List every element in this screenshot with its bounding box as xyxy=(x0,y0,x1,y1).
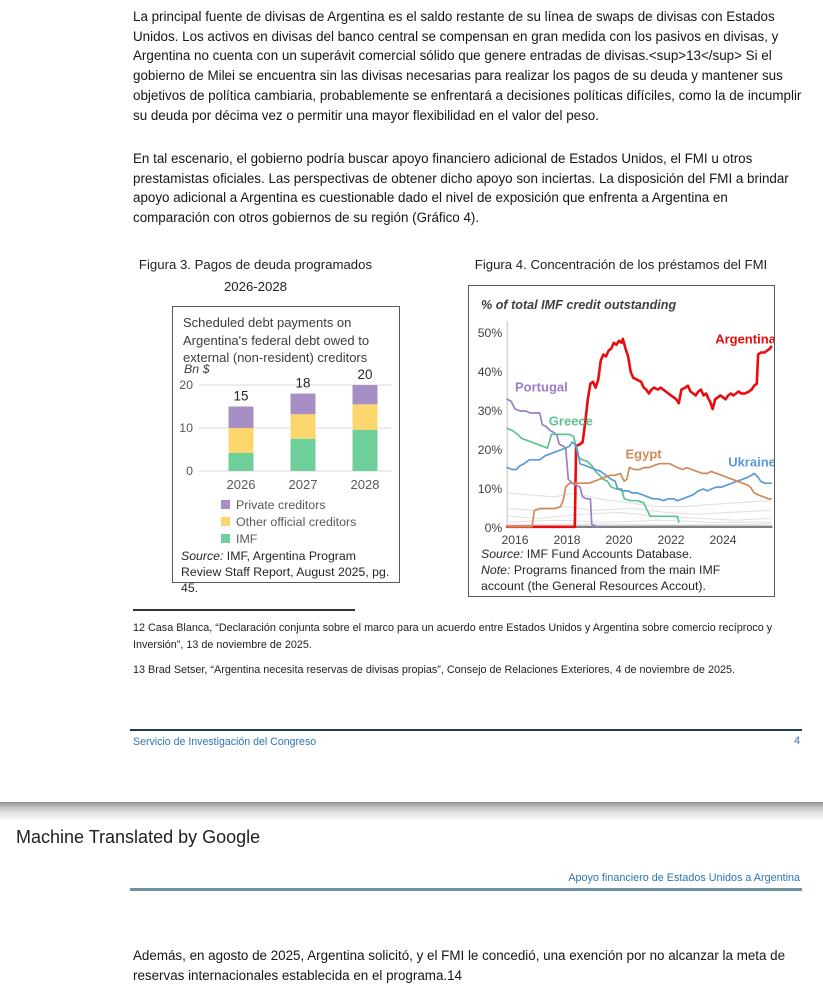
figure4-panel: % of total IMF credit outstanding 0% 10% 2… xyxy=(468,285,775,597)
svg-text:Egypt: Egypt xyxy=(626,447,663,462)
paragraph-main-2: En tal escenario, el gobierno podría bus… xyxy=(133,151,789,226)
figure4-note: Note: Programs financed from the main IM… xyxy=(481,563,766,595)
svg-text:10%: 10% xyxy=(478,482,503,496)
machine-translated-watermark: Machine Translated by Google xyxy=(16,827,261,847)
note-text: Programs financed from the main IMF acco… xyxy=(481,562,721,593)
page2-header-rule xyxy=(130,888,802,891)
svg-text:2022: 2022 xyxy=(657,533,684,547)
legend-label: Other official creditors xyxy=(236,514,357,529)
legend-item: Other official creditors xyxy=(221,513,356,530)
svg-text:0%: 0% xyxy=(485,521,503,535)
figure3-caption-line1: Figura 3. Pagos de deuda programados xyxy=(138,257,373,272)
svg-text:2028: 2028 xyxy=(351,477,380,492)
svg-text:40%: 40% xyxy=(478,365,503,379)
svg-text:0: 0 xyxy=(186,464,193,478)
figure3-panel: Scheduled debt payments on Argentina's f… xyxy=(172,306,400,595)
figure4-source-note: Source: IMF Fund Accounts Database. Note… xyxy=(481,547,766,594)
footer-org-name: Servicio de Investigación del Congreso xyxy=(133,736,317,748)
footnote-12: 12 Casa Blanca, “Declaración conjunta so… xyxy=(133,622,773,651)
svg-text:2024: 2024 xyxy=(709,533,736,547)
paragraph-main-1: La principal fuente de divisas de Argent… xyxy=(133,9,802,123)
paragraph-page2: Además, en agosto de 2025, Argentina sol… xyxy=(133,948,786,983)
figure4-caption: Figura 4. Concentración de los préstamos… xyxy=(474,257,768,272)
figure3-legend: Private creditors Other official creditor… xyxy=(221,496,356,547)
note-label: Note: xyxy=(481,562,511,577)
figure4-source: Source: IMF Fund Accounts Database. xyxy=(481,547,766,563)
svg-text:Ukraine: Ukraine xyxy=(728,454,774,469)
svg-text:15: 15 xyxy=(234,389,249,404)
figure4-inner-title: % of total IMF credit outstanding xyxy=(481,298,677,312)
figure3-caption-line2: 2026-2028 xyxy=(223,279,288,294)
footer-rule xyxy=(130,729,802,731)
source-label: Source: xyxy=(181,549,224,563)
svg-text:20: 20 xyxy=(358,367,373,382)
source-label: Source: xyxy=(481,547,524,561)
legend-item: Private creditors xyxy=(221,496,356,513)
page2-header-title: Apoyo financiero de Estados Unidos a Arg… xyxy=(568,872,800,884)
svg-text:2016: 2016 xyxy=(501,533,528,547)
legend-swatch xyxy=(221,517,230,526)
svg-text:50%: 50% xyxy=(478,326,503,340)
legend-swatch xyxy=(221,500,230,509)
source-text: IMF Fund Accounts Database. xyxy=(523,547,693,561)
figure3-source: Source: IMF, Argentina Program Review St… xyxy=(181,549,393,596)
legend-item: IMF xyxy=(221,530,356,547)
page-break-band xyxy=(0,802,823,819)
legend-label: Private creditors xyxy=(236,497,326,512)
svg-text:Bn $: Bn $ xyxy=(184,362,211,376)
svg-text:2026: 2026 xyxy=(227,477,256,492)
svg-text:2020: 2020 xyxy=(605,533,632,547)
figure3-inner-title: Scheduled debt payments on Argentina's f… xyxy=(183,315,370,366)
figure4-line-chart: 0% 10% 20% 30% 40% 50% 2016 2018 2020 2022 2024 Por… xyxy=(478,321,774,547)
svg-text:18: 18 xyxy=(296,376,311,391)
svg-text:2027: 2027 xyxy=(289,477,318,492)
svg-text:2018: 2018 xyxy=(553,533,580,547)
figure3-bar-chart: 0 10 20 Bn $ 15 2026 18 2027 20 2028 xyxy=(179,362,391,492)
svg-text:Greece: Greece xyxy=(549,413,593,428)
legend-swatch xyxy=(221,534,230,543)
footer-page-number: 4 xyxy=(794,735,800,747)
svg-text:Portugal: Portugal xyxy=(515,380,568,395)
svg-text:10: 10 xyxy=(179,421,193,435)
footnote-separator xyxy=(133,609,355,611)
footnote-13: 13 Brad Setser, “Argentina necesita rese… xyxy=(133,664,735,676)
svg-text:20%: 20% xyxy=(478,443,503,457)
svg-text:30%: 30% xyxy=(478,404,503,418)
source-text: IMF, Argentina Program Review Staff Repo… xyxy=(181,549,390,595)
svg-text:20: 20 xyxy=(179,378,193,392)
legend-label: IMF xyxy=(236,531,258,546)
svg-text:Argentina: Argentina xyxy=(715,332,774,347)
